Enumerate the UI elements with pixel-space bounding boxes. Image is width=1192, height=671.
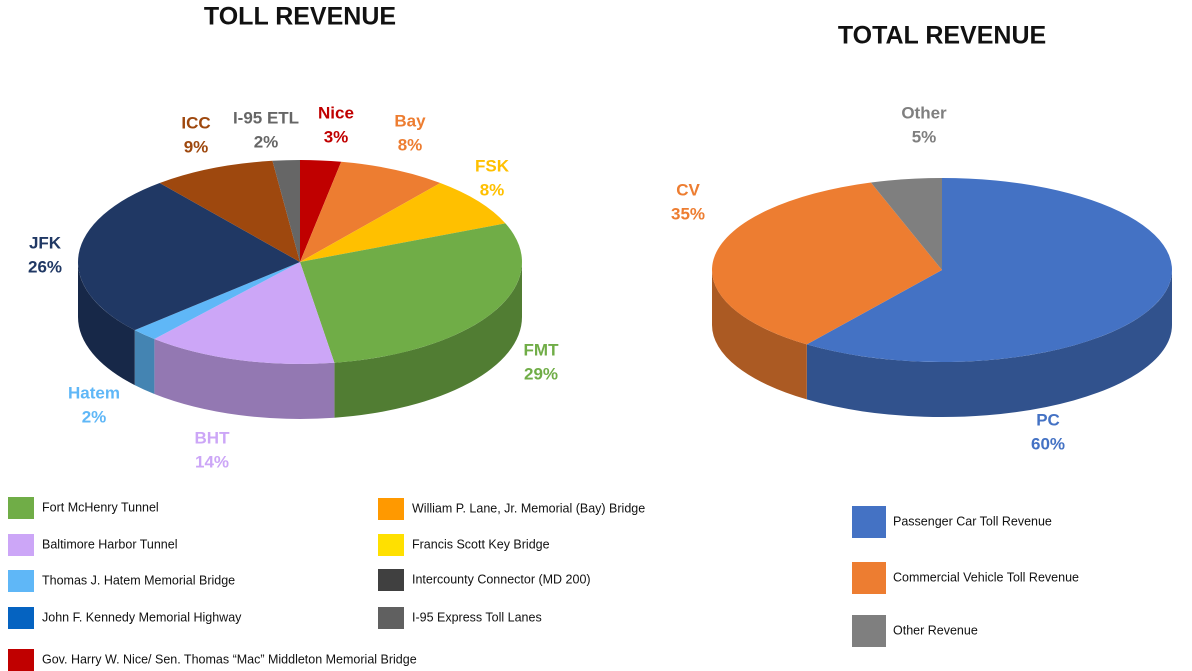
slice (806, 178, 1172, 362)
legend-swatch (852, 615, 886, 647)
legend-label: Gov. Harry W. Nice/ Sen. Thomas “Mac” Mi… (42, 652, 417, 666)
slice (154, 262, 335, 364)
legend-swatch (378, 534, 404, 556)
slice-value-label: 14% (195, 452, 229, 471)
slice-label: FMT (524, 340, 560, 359)
slice-label: FSK (475, 156, 510, 175)
legend-label: I-95 Express Toll Lanes (412, 610, 542, 624)
legend-swatch (8, 570, 34, 592)
legend-swatch (378, 607, 404, 629)
legend-swatch (852, 506, 886, 538)
legend-label: Intercounty Connector (MD 200) (412, 572, 591, 586)
legend-swatch (8, 607, 34, 629)
legend-swatch (8, 649, 34, 671)
slice-value-label: 3% (324, 127, 349, 146)
legend-swatch (378, 498, 404, 520)
slice (300, 161, 441, 262)
slice (272, 160, 300, 262)
slice-label: Hatem (68, 383, 120, 402)
chart-title: TOLL REVENUE (204, 3, 396, 31)
legend-label: Baltimore Harbor Tunnel (42, 537, 177, 551)
slice-label: JFK (29, 233, 62, 252)
legend-label: Thomas J. Hatem Memorial Bridge (42, 573, 235, 587)
slice-value-label: 8% (398, 135, 423, 154)
legend-swatch (378, 569, 404, 591)
slice (300, 182, 506, 262)
legend-swatch (8, 534, 34, 556)
slice-label: Nice (318, 103, 354, 122)
legend-swatch (852, 562, 886, 594)
slice-value-label: 60% (1031, 434, 1065, 453)
slice-value-label: 5% (912, 127, 937, 146)
slice (300, 160, 342, 262)
slice-side (78, 262, 135, 386)
slice (77, 182, 300, 331)
slice-value-label: 26% (28, 257, 62, 276)
slice-label: ICC (181, 113, 210, 132)
slice-label: PC (1036, 410, 1060, 429)
legend-label: Passenger Car Toll Revenue (893, 514, 1052, 528)
slice (159, 160, 300, 262)
slice-label: CV (676, 180, 700, 199)
slice-label: Other (901, 103, 947, 122)
legend-swatch (8, 497, 34, 519)
slice-side (712, 270, 807, 400)
legend-label: Fort McHenry Tunnel (42, 500, 159, 514)
slice-value-label: 29% (524, 364, 558, 383)
slice-label: I-95 ETL (233, 108, 299, 127)
legend-label: Other Revenue (893, 623, 978, 637)
slice-label: Bay (394, 111, 426, 130)
slice-side (154, 338, 335, 419)
slice-label: BHT (195, 428, 231, 447)
slice-value-label: 8% (480, 180, 505, 199)
slice (300, 223, 522, 363)
slice (134, 262, 300, 339)
legend-label: Commercial Vehicle Toll Revenue (893, 570, 1079, 584)
legend-label: Francis Scott Key Bridge (412, 537, 550, 551)
slice-side (134, 330, 155, 394)
slice-value-label: 9% (184, 137, 209, 156)
legend-label: William P. Lane, Jr. Memorial (Bay) Brid… (412, 501, 645, 515)
slice-value-label: 2% (82, 407, 107, 426)
slice-value-label: 35% (671, 204, 705, 223)
chart-title: TOTAL REVENUE (838, 22, 1046, 50)
slice (712, 182, 942, 345)
slice-side (334, 262, 522, 418)
slice-side (806, 270, 1172, 417)
slice (870, 178, 942, 270)
slice-value-label: 2% (254, 132, 279, 151)
legend-label: John F. Kennedy Memorial Highway (42, 610, 242, 624)
